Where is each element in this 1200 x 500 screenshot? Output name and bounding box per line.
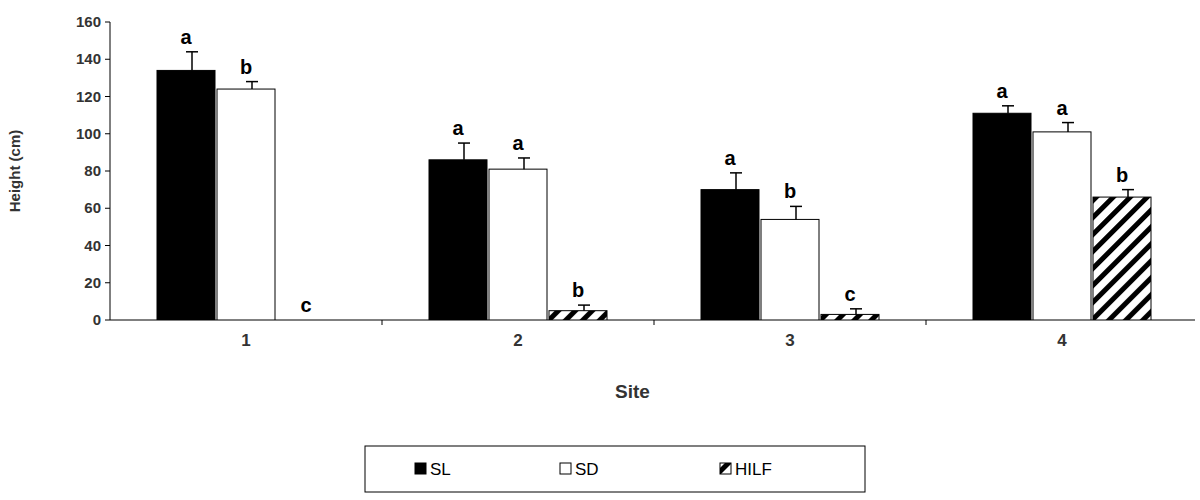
- y-tick-label: 100: [76, 125, 101, 142]
- y-tick-label: 20: [84, 274, 101, 291]
- bar: [821, 314, 879, 320]
- bar: [157, 70, 215, 320]
- error-bar: [1067, 123, 1069, 132]
- error-cap: [518, 157, 530, 159]
- error-bar: [523, 158, 525, 169]
- x-tick-label: 4: [1057, 331, 1067, 350]
- bar: [217, 89, 275, 320]
- significance-letter: c: [300, 294, 311, 316]
- x-tick-label: 3: [785, 331, 794, 350]
- bar: [549, 311, 607, 320]
- x-tick: [382, 320, 383, 325]
- error-cap: [730, 172, 742, 174]
- legend-box: [365, 446, 865, 492]
- bar: [761, 219, 819, 320]
- legend-swatch: [560, 463, 571, 474]
- y-tick-label: 120: [76, 88, 101, 105]
- significance-letter: a: [452, 117, 464, 139]
- chart: 0 20 40 60 80 100 120 140 160 1 2 3 4 Site Height (cm)…: [0, 0, 1200, 500]
- legend-swatch: [415, 463, 426, 474]
- y-axis-title: Height (cm): [6, 130, 23, 213]
- y-tick: [105, 320, 110, 321]
- bar: [1093, 197, 1151, 320]
- significance-letter: b: [784, 180, 796, 202]
- significance-letter: a: [996, 80, 1008, 102]
- error-cap: [790, 206, 802, 208]
- significance-letter: c: [844, 283, 855, 305]
- legend-label: SL: [430, 460, 451, 479]
- letters: a a a a b a b a c b c b: [180, 26, 1128, 316]
- legend-label: HILF: [735, 460, 772, 479]
- x-axis-title: Site: [615, 381, 650, 402]
- bars: [157, 52, 1151, 320]
- bar: [701, 190, 759, 320]
- bar: [973, 113, 1031, 320]
- y-tick: [105, 133, 110, 134]
- legend-swatch: [720, 463, 731, 474]
- bar: [429, 160, 487, 320]
- error-cap: [458, 142, 470, 144]
- y-tick-label: 160: [76, 13, 101, 30]
- y-tick-label: 40: [84, 237, 101, 254]
- y-tick: [105, 282, 110, 283]
- error-bar: [855, 309, 857, 315]
- error-cap: [850, 308, 862, 310]
- bar: [277, 320, 335, 321]
- error-bar: [1007, 106, 1009, 113]
- x-tick: [654, 320, 655, 325]
- significance-letter: a: [724, 147, 736, 169]
- error-bar: [251, 82, 253, 89]
- significance-letter: b: [572, 279, 584, 301]
- significance-letter: a: [1056, 97, 1068, 119]
- bar: [1033, 132, 1091, 320]
- y-tick-label: 0: [93, 311, 101, 328]
- error-bar: [735, 173, 737, 190]
- y-tick: [105, 59, 110, 60]
- x-tick-label: 2: [513, 331, 522, 350]
- y-tick-label: 60: [84, 199, 101, 216]
- bar: [489, 169, 547, 320]
- error-cap: [186, 51, 198, 53]
- error-cap: [1002, 105, 1014, 107]
- error-cap: [246, 81, 258, 83]
- x-tick: [926, 320, 927, 325]
- significance-letter: a: [512, 132, 524, 154]
- error-bar: [583, 305, 585, 311]
- legend-label: SD: [575, 460, 599, 479]
- error-bar: [1127, 190, 1129, 197]
- significance-letter: b: [1116, 164, 1128, 186]
- significance-letter: a: [180, 26, 192, 48]
- y-tick-label: 140: [76, 50, 101, 67]
- y-tick: [105, 171, 110, 172]
- error-cap: [1062, 122, 1074, 124]
- error-bar: [795, 206, 797, 219]
- significance-letter: b: [240, 56, 252, 78]
- legend: SL SD HILF: [365, 446, 865, 492]
- y-tick: [105, 208, 110, 209]
- error-cap: [1122, 189, 1134, 191]
- y-tick-label: 80: [84, 162, 101, 179]
- y-tick: [105, 245, 110, 246]
- error-bar: [191, 52, 193, 71]
- x-tick-label: 1: [241, 331, 250, 350]
- y-tick: [105, 22, 110, 23]
- y-tick: [105, 96, 110, 97]
- error-cap: [578, 304, 590, 306]
- error-bar: [463, 143, 465, 160]
